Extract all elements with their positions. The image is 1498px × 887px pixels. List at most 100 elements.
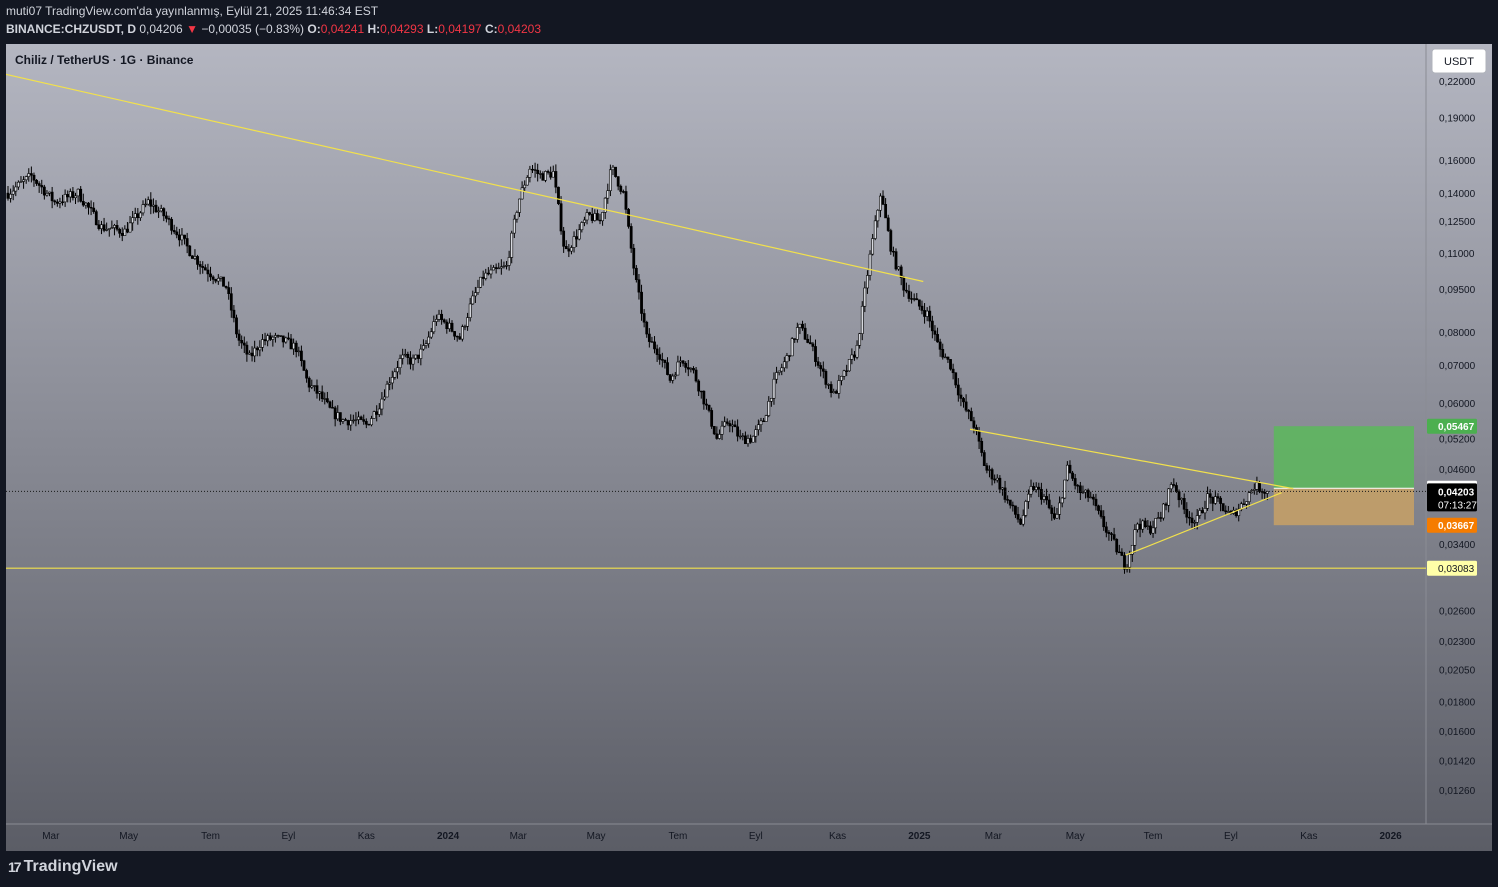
candle-body: [886, 217, 890, 231]
candle-body: [1019, 518, 1023, 525]
candle: [512, 214, 516, 239]
candle: [964, 394, 968, 413]
candle: [406, 351, 410, 365]
candle-body: [790, 338, 794, 357]
candle-body: [435, 319, 438, 322]
candle: [261, 334, 264, 352]
candle-body: [676, 361, 680, 376]
candle-body: [149, 199, 153, 207]
candle: [450, 320, 454, 333]
candle: [159, 204, 163, 213]
candle: [790, 337, 794, 357]
candle: [1221, 503, 1225, 512]
candle-body: [388, 382, 392, 385]
candle: [162, 207, 166, 222]
tradingview-logo[interactable]: 17 TradingView: [8, 858, 118, 876]
candle: [403, 348, 407, 358]
currency-button[interactable]: USDT: [1431, 48, 1487, 74]
candle: [362, 414, 366, 425]
candle-body: [1037, 486, 1041, 490]
candle: [653, 336, 656, 354]
candle-body: [518, 198, 521, 213]
candle-body: [180, 234, 184, 241]
candle-body: [133, 213, 137, 218]
candle: [437, 309, 441, 322]
candle: [627, 207, 630, 229]
candle: [100, 220, 103, 235]
candle-body: [808, 342, 812, 345]
candle-body: [889, 230, 893, 252]
candle: [702, 390, 706, 410]
candle: [193, 249, 197, 261]
x-tick-label: May: [1066, 831, 1085, 842]
candle-body: [68, 191, 72, 198]
candle-body: [998, 477, 1002, 490]
candle-body: [453, 331, 456, 337]
candle: [832, 388, 836, 394]
candle: [411, 354, 415, 371]
candle: [1247, 491, 1251, 507]
candle: [492, 265, 495, 271]
candle-body: [803, 327, 807, 340]
candle-body: [29, 173, 33, 176]
candle: [1037, 482, 1041, 498]
candle: [936, 327, 939, 343]
candle-body: [1260, 491, 1264, 493]
triangle-lower-line: [1125, 492, 1282, 556]
candle: [414, 354, 418, 360]
candle-body: [154, 204, 158, 213]
candle-body: [1001, 487, 1004, 490]
candle-body: [323, 398, 327, 400]
candle: [650, 336, 654, 343]
candle: [549, 166, 553, 180]
candle: [115, 220, 119, 232]
candle-body: [1086, 489, 1090, 498]
candle-body: [684, 363, 688, 368]
candle: [668, 374, 672, 383]
candle-body: [32, 174, 36, 181]
candle-body: [850, 354, 854, 360]
candle-body: [694, 369, 698, 382]
candle: [429, 327, 433, 339]
candle-body: [131, 217, 135, 224]
candle-body: [276, 335, 280, 337]
candle-body: [611, 166, 615, 171]
candle-body: [769, 397, 773, 402]
candle: [1164, 502, 1168, 511]
candle: [310, 379, 314, 390]
candle: [954, 372, 958, 389]
candle: [19, 176, 23, 183]
candle-body: [1245, 501, 1248, 505]
candle-body: [144, 203, 148, 206]
candle: [619, 184, 623, 195]
candle-body: [1247, 492, 1251, 503]
candle: [396, 360, 399, 379]
candle-body: [1021, 515, 1025, 525]
candle: [993, 474, 997, 484]
candle: [769, 397, 773, 407]
candle-body: [1112, 534, 1116, 540]
candle-body: [437, 313, 441, 320]
candle-body: [110, 227, 114, 229]
low-value: 0,04197: [438, 22, 482, 36]
candle: [736, 419, 740, 442]
candle-body: [866, 275, 869, 289]
candle-body: [1091, 496, 1095, 500]
candle-body: [663, 359, 667, 363]
y-tick-label: 0,01420: [1439, 756, 1476, 767]
candle-body: [318, 391, 321, 394]
price-chart[interactable]: 0,22000 0,19000 0,16000 0,14000 0,12500 0,110…: [6, 44, 1492, 851]
candle-body: [967, 409, 971, 412]
candle: [118, 227, 122, 238]
candle: [1203, 500, 1207, 520]
candle-body: [1050, 507, 1054, 514]
x-tick-label: Eyl: [749, 831, 763, 842]
candle: [149, 192, 153, 215]
change-value: −0,00035 (−0.83%): [201, 22, 305, 36]
candle: [692, 366, 695, 374]
candle-body: [863, 287, 867, 307]
candle: [167, 215, 171, 226]
candle: [1138, 518, 1142, 538]
candle: [593, 209, 597, 222]
candle-body: [621, 191, 625, 193]
